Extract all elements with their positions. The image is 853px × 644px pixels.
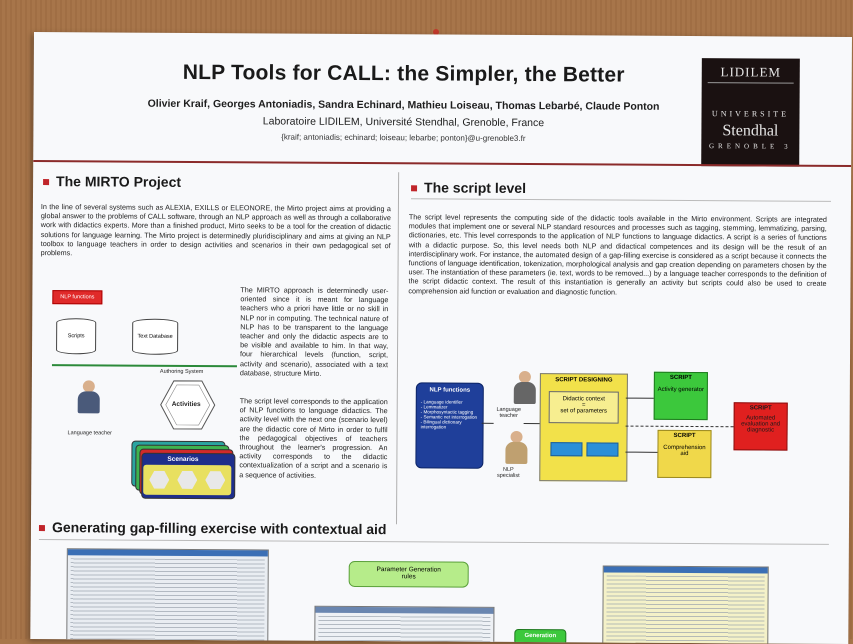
logo-universite: UNIVERSITE <box>711 109 790 119</box>
logo-lidilem: LIDILEM <box>707 64 794 84</box>
bullet-square-icon <box>43 179 50 186</box>
language-teacher-icon <box>510 370 540 405</box>
gap-heading-rule <box>38 539 829 545</box>
pushpin <box>433 29 439 35</box>
nlp-function-item: - Bilingual dictionary interrogation <box>420 419 462 430</box>
bullet-square-icon <box>38 525 45 532</box>
scenarios-label: Scenarios <box>167 455 199 464</box>
language-teacher-label: Language teacher <box>67 430 112 437</box>
nlp-specialist-icon <box>501 430 531 465</box>
flow-arrow <box>481 422 494 424</box>
generation-box: Generation <box>514 628 567 644</box>
screenshot-parameter-form <box>314 605 495 644</box>
poster-title: NLP Tools for CALL: the Simpler, the Bet… <box>182 60 625 87</box>
nlp-functions-panel: NLP functions - Language identifier - Le… <box>415 382 484 469</box>
parameter-slot <box>586 442 619 457</box>
flow-arrow <box>625 425 734 428</box>
logo-stendhal: Stendhal <box>722 122 779 140</box>
gap-filling-heading: Generating gap-filling exercise with con… <box>38 519 387 537</box>
language-teacher-label: Language teacher <box>496 406 521 419</box>
scripts-database: Scripts <box>56 318 97 355</box>
nlp-specialist-label: NLP specialist <box>496 466 520 479</box>
didactic-context-box: Didactic context = set of parameters <box>548 391 619 424</box>
screenshot-editor <box>66 548 269 644</box>
flow-arrow <box>625 397 654 399</box>
flow-arrow <box>625 451 658 453</box>
mirto-approach-paragraph: The MIRTO approach is determinedly user-… <box>239 285 389 378</box>
script-designing-title: SCRIPT DESIGNING <box>555 377 613 384</box>
parameter-generation-box: Parameter Generation rules <box>348 560 469 588</box>
mirto-diagram: NLP functions Scripts Text Database Auth… <box>34 32 852 500</box>
authoring-line <box>51 364 237 368</box>
column-divider <box>395 172 400 525</box>
poster-emails: {kraif; antoniadis; echinard; loiseau; l… <box>281 132 526 144</box>
logo-grenoble: GRENOBLE 3 <box>708 142 792 151</box>
script-automated-evaluation: SCRIPT Automated evaluation and diagnost… <box>733 402 788 451</box>
flow-arrow <box>523 422 540 425</box>
mirto-intro: In the line of several systems such as A… <box>40 202 391 258</box>
parameter-slot <box>550 442 583 457</box>
script-comprehension-aid: SCRIPT Comprehension aid <box>657 429 712 479</box>
script-body: The script level represents the computin… <box>408 212 827 297</box>
script-activity-generator: SCRIPT Activity generator <box>653 371 708 421</box>
nlp-functions-title: NLP functions <box>429 387 471 394</box>
script-heading-rule <box>410 198 831 202</box>
script-designing-panel: SCRIPT DESIGNING Didactic context = set … <box>539 373 628 482</box>
poster-authors: Olivier Kraif, Georges Antoniadis, Sandr… <box>147 97 660 113</box>
mirto-heading: The MIRTO Project <box>43 173 181 190</box>
university-logo: LIDILEM UNIVERSITE Stendhal GRENOBLE 3 <box>701 58 800 167</box>
mirto-script-paragraph: The script level corresponds to the appl… <box>239 396 388 480</box>
screenshot-exercise <box>602 565 769 644</box>
text-database: Text Database <box>132 318 179 355</box>
poster: NLP Tools for CALL: the Simpler, the Bet… <box>30 32 852 644</box>
poster-affiliation: Laboratoire LIDILEM, Université Stendhal… <box>262 115 545 130</box>
nlp-functions-box: NLP functions <box>52 290 103 305</box>
activities-label: Activities <box>171 400 201 409</box>
bullet-square-icon <box>411 185 418 192</box>
authoring-system-label: Authoring System <box>159 368 204 376</box>
activities-hexagon <box>160 380 216 430</box>
script-heading: The script level <box>411 179 526 196</box>
language-teacher-icon <box>74 380 104 414</box>
